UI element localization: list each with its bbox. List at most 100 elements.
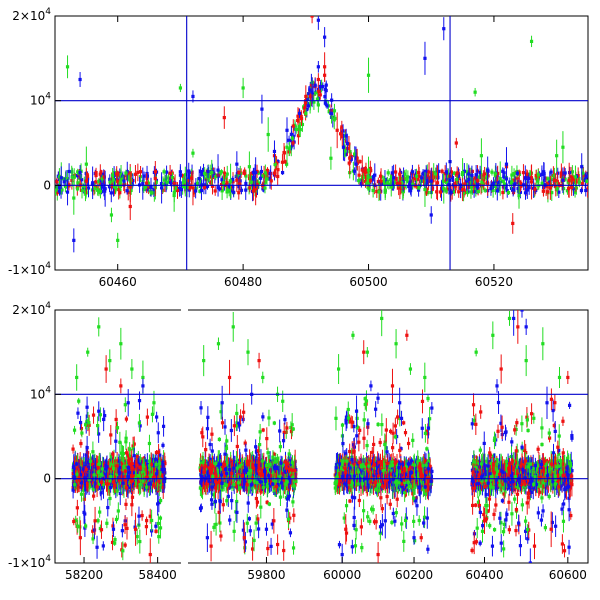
- data-point: [386, 171, 390, 175]
- data-point: [546, 190, 550, 194]
- data-point: [130, 461, 134, 466]
- data-point: [310, 16, 314, 18]
- data-point: [583, 177, 588, 181]
- data-point: [141, 463, 145, 467]
- data-point: [197, 176, 201, 181]
- data-point: [216, 168, 220, 172]
- data-point: [364, 170, 368, 174]
- data-point: [553, 178, 557, 183]
- data-point: [223, 425, 227, 429]
- data-point: [96, 466, 100, 470]
- data-point: [579, 188, 584, 193]
- data-point: [521, 171, 526, 175]
- data-point: [161, 424, 166, 428]
- data-point: [482, 177, 486, 181]
- data-point: [402, 177, 406, 181]
- data-point: [295, 127, 299, 132]
- data-point: [368, 179, 372, 183]
- data-point: [118, 491, 122, 496]
- data-point: [88, 459, 93, 463]
- data-point: [562, 186, 566, 191]
- data-point: [508, 180, 512, 184]
- data-point: [143, 467, 148, 472]
- data-point: [377, 190, 381, 194]
- y-tick-label: 0: [43, 178, 51, 192]
- y-tick-exponent: 4: [45, 7, 51, 17]
- data-point: [254, 496, 258, 501]
- data-point: [367, 187, 371, 191]
- data-point: [456, 174, 461, 178]
- data-point: [154, 451, 159, 455]
- data-point: [323, 95, 327, 99]
- data-point: [502, 182, 507, 186]
- data-point: [75, 506, 79, 510]
- y-tick-exponent: 4: [45, 92, 51, 102]
- data-point: [85, 446, 89, 450]
- data-point: [159, 479, 163, 483]
- data-point: [287, 485, 292, 490]
- data-point: [410, 179, 414, 183]
- data-point: [581, 173, 585, 178]
- data-point: [354, 162, 358, 166]
- data-point: [272, 171, 277, 175]
- data-point: [122, 179, 126, 183]
- data-point: [235, 162, 239, 166]
- data-point: [100, 467, 104, 471]
- data-point: [183, 173, 187, 177]
- data-point: [77, 478, 81, 482]
- data-point: [313, 83, 317, 87]
- data-point: [404, 177, 408, 182]
- data-point: [72, 238, 76, 242]
- data-point: [541, 189, 546, 193]
- data-point: [360, 168, 364, 172]
- data-point: [518, 190, 523, 194]
- data-point: [157, 479, 161, 483]
- data-point: [228, 179, 233, 183]
- data-point: [102, 417, 106, 422]
- data-point: [574, 186, 579, 190]
- data-point: [510, 173, 514, 177]
- data-point: [87, 477, 91, 482]
- data-point: [98, 172, 102, 176]
- data-point: [385, 181, 389, 185]
- data-point: [394, 170, 398, 174]
- data-point: [388, 178, 393, 182]
- data-point: [491, 181, 496, 185]
- data-point: [250, 547, 255, 551]
- data-point: [434, 172, 438, 176]
- data-point: [444, 180, 449, 185]
- data-point: [424, 169, 428, 173]
- data-point: [220, 189, 224, 193]
- top-plot-frame: [54, 15, 589, 271]
- data-point: [90, 473, 94, 477]
- data-point: [392, 181, 397, 185]
- data-point: [550, 191, 554, 195]
- data-point: [133, 172, 138, 176]
- data-point: [98, 510, 102, 514]
- data-point: [150, 412, 155, 416]
- data-point: [102, 172, 106, 176]
- data-point: [124, 171, 128, 175]
- data-point: [459, 186, 463, 190]
- data-point: [108, 472, 112, 476]
- data-point: [259, 169, 264, 174]
- data-point: [548, 186, 552, 190]
- data-point: [290, 136, 295, 140]
- data-point: [110, 467, 114, 471]
- data-point: [74, 462, 79, 466]
- data-point: [512, 171, 516, 176]
- data-point: [161, 183, 165, 187]
- data-point: [219, 410, 223, 414]
- data-point: [543, 176, 547, 180]
- data-point: [127, 175, 132, 179]
- data-point: [291, 124, 295, 128]
- data-point: [327, 110, 331, 114]
- data-point: [227, 188, 231, 192]
- data-point: [443, 172, 447, 176]
- data-point: [128, 447, 132, 451]
- data-point: [473, 176, 477, 180]
- data-point: [308, 88, 312, 92]
- data-point: [111, 173, 115, 177]
- data-point: [285, 497, 289, 501]
- data-point: [222, 183, 227, 187]
